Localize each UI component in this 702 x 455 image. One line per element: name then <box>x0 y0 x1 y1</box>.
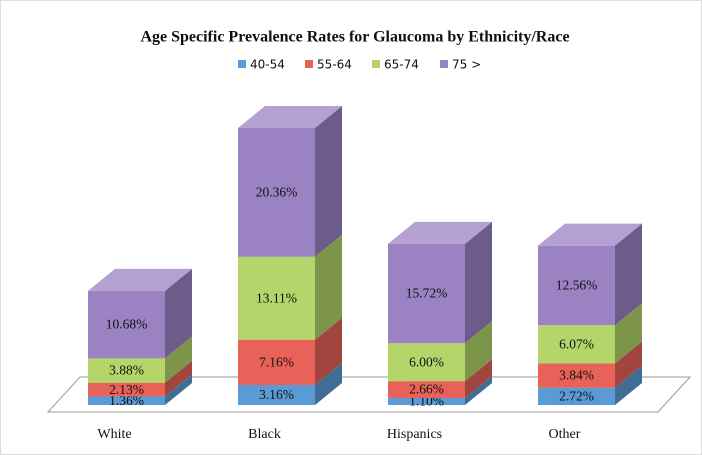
bar-side <box>465 359 492 399</box>
bar-side <box>465 376 492 405</box>
floor <box>46 376 692 413</box>
bar-top <box>88 268 192 291</box>
bar <box>388 343 465 382</box>
bar-side <box>315 363 342 405</box>
x-tick-label: Black <box>248 427 281 442</box>
bar-side <box>315 317 342 386</box>
value-label: 2.72% <box>559 388 594 403</box>
value-label: 15.72% <box>406 286 448 301</box>
legend-swatch <box>238 60 246 68</box>
bar-side <box>315 234 342 340</box>
value-label: 7.16% <box>259 354 294 369</box>
bar <box>88 396 165 405</box>
legend-label: 75 > <box>452 58 481 72</box>
bar <box>388 398 465 405</box>
bar-side <box>165 336 192 383</box>
value-label: 3.88% <box>109 363 144 378</box>
value-label: 3.84% <box>559 368 594 383</box>
value-label: 12.56% <box>556 277 598 292</box>
bar-side <box>165 268 192 359</box>
legend-swatch <box>372 60 380 68</box>
chart-title: Age Specific Prevalence Rates for Glauco… <box>140 29 569 46</box>
bar-side <box>465 221 492 344</box>
legend-label: 65-74 <box>384 58 419 72</box>
value-label: 2.13% <box>109 382 144 397</box>
bar <box>538 245 615 326</box>
bar-side <box>165 360 192 397</box>
bar <box>88 358 165 383</box>
bar <box>238 128 315 257</box>
bar <box>538 363 615 388</box>
bar <box>538 325 615 364</box>
bar-side <box>615 303 642 364</box>
x-tick-label: White <box>97 427 131 442</box>
bar <box>388 381 465 399</box>
bar <box>238 256 315 340</box>
x-tick-label: Hispanics <box>387 427 442 442</box>
value-label: 2.66% <box>409 382 444 397</box>
value-label: 13.11% <box>256 290 297 305</box>
bar-side <box>615 365 642 405</box>
value-label: 6.07% <box>559 336 594 351</box>
value-label: 3.16% <box>259 387 294 402</box>
legend-swatch <box>305 60 313 68</box>
value-label: 1.36% <box>109 393 144 408</box>
legend-label: 40-54 <box>250 58 285 72</box>
bar-side <box>165 374 192 405</box>
bar-side <box>615 341 642 388</box>
value-label: 20.36% <box>256 184 298 199</box>
bar-top <box>538 223 642 246</box>
bar-side <box>465 321 492 382</box>
value-label: 10.68% <box>106 317 148 332</box>
legend-label: 55-64 <box>317 58 352 72</box>
legend-swatch <box>440 60 448 68</box>
value-label: 6.00% <box>409 354 444 369</box>
x-tick-label: Other <box>549 427 581 442</box>
bar <box>88 290 165 359</box>
bar <box>88 382 165 397</box>
bar <box>388 243 465 344</box>
bar-top <box>238 106 342 128</box>
bar-side <box>615 223 642 326</box>
bar <box>238 385 315 405</box>
bar <box>238 339 315 386</box>
bar <box>538 387 615 405</box>
bar-top <box>388 221 492 244</box>
bar-side <box>315 106 342 257</box>
